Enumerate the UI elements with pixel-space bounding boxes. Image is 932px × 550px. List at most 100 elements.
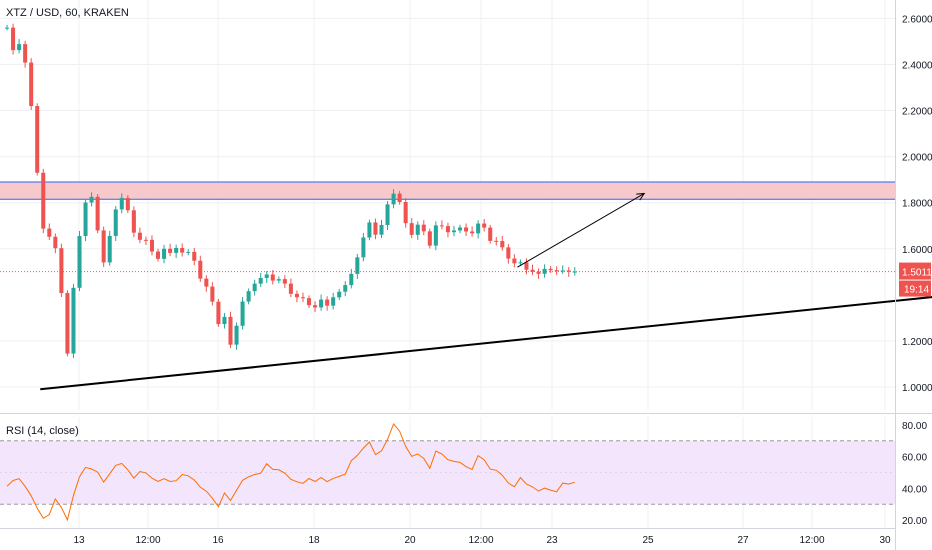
candle-up [379,224,384,235]
candle-down [216,301,221,325]
rsi-line [6,423,575,522]
candle-up [451,230,456,233]
candle-up [276,279,281,281]
candle-down [192,251,197,261]
candle-down [101,230,106,263]
time-tick-label: 30 [879,535,891,546]
candle-up [476,223,481,234]
candle-down [506,247,511,259]
candle-down [41,172,46,229]
candle-down [168,248,173,253]
time-tick-label: 25 [642,535,654,546]
time-tick-label: 12:00 [468,535,493,546]
candle-up [542,268,547,274]
candle-down [500,241,505,248]
last-price-value: 1.5011 [902,268,932,279]
candle-up [458,227,463,231]
time-tick-label: 27 [737,535,749,546]
candle-up [361,237,366,258]
candle-down [445,226,450,233]
candle-down [403,202,408,224]
support-trendline [40,296,932,391]
candle-up [5,27,10,29]
candle-up [367,222,372,238]
candle-down [228,316,233,345]
price-tick-label: 1.2000 [902,337,932,348]
candle-down [307,298,312,306]
arrow-up-right-icon [636,192,646,201]
candle-up [119,197,124,210]
candle-up [331,297,336,306]
candle-down [65,293,70,354]
candle-down [180,247,185,253]
countdown-badge [899,280,931,297]
candle-down [494,240,499,242]
candle-up [264,274,269,278]
candle-up [234,325,239,345]
price-tick-label: 2.2000 [902,107,932,118]
candle-down [29,62,34,107]
candle-down [204,278,209,287]
candle-up [560,270,565,272]
rsi-tick-label: 80.00 [902,421,927,432]
candle-down [313,305,318,308]
candle-down [421,224,426,232]
candle-up [113,209,118,236]
candle-down [288,283,293,294]
candle-down [294,293,299,298]
rsi-legend: RSI (14, close) [6,425,79,437]
candle-up [174,247,179,253]
time-tick-label: 12:00 [135,535,160,546]
price-tick-label: 2.6000 [902,14,932,25]
rsi-tick-label: 60.00 [902,453,927,464]
projection-arrow-line [517,193,645,268]
candle-down [53,236,58,249]
candle-up [415,224,420,235]
candle-up [107,235,112,263]
candle-down [464,227,469,232]
candle-down [439,225,444,227]
candle-up [89,196,94,203]
price-tick-label: 1.6000 [902,245,932,256]
candle-up [391,193,396,205]
candle-up [518,262,523,264]
candle-up [252,283,257,292]
last-price-badge [899,262,931,280]
candle-up [83,202,88,237]
candle-up [240,301,245,326]
candle-down [11,27,16,51]
candle-up [433,225,438,246]
candles-group [5,23,577,359]
price-tick-label: 1.0000 [902,383,932,394]
candle-down [373,222,378,235]
candle-up [71,287,76,354]
candle-down [325,299,330,306]
candle-down [198,260,203,279]
candle-up [337,291,342,298]
candle-down [156,251,161,259]
resistance-zone [0,181,895,200]
candle-down [409,223,414,235]
candle-down [23,44,28,63]
candle-down [95,196,100,231]
candle-up [246,291,251,302]
candle-up [77,236,82,288]
candle-down [282,279,287,284]
candle-down [536,271,541,274]
candle-up [385,204,390,225]
candle-down [149,239,154,252]
candle-down [143,239,148,241]
candle-down [35,106,40,173]
candle-up [355,257,360,274]
candle-down [566,270,571,272]
candle-down [524,262,529,270]
time-tick-label: 12:00 [799,535,824,546]
candle-down [59,248,64,294]
candle-down [270,274,275,281]
candle-up [186,251,191,253]
candle-down [488,227,493,241]
time-tick-label: 16 [212,535,224,546]
candle-up [222,316,227,325]
